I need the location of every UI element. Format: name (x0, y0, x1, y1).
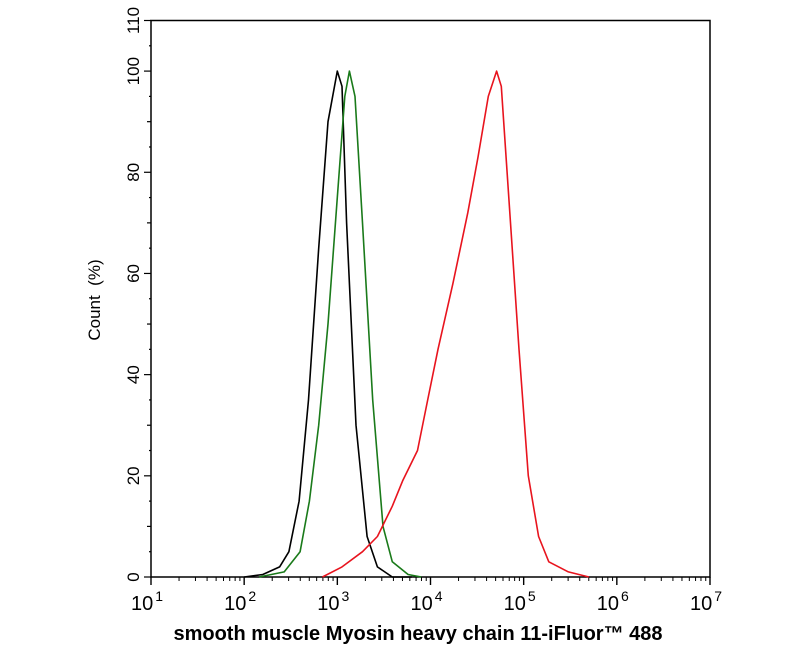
x-tick-label: 10 5 (504, 588, 536, 615)
y-axis-label: Count (%) (85, 259, 104, 340)
y-tick-label: 110 (124, 7, 143, 34)
series-red-curve (322, 70, 590, 578)
y-tick-label: 60 (124, 264, 143, 283)
y-tick-label: 80 (124, 163, 143, 182)
y-tick-label: 40 (124, 365, 143, 384)
x-tick-label: 10 2 (224, 588, 256, 615)
x-tick-label: 10 6 (597, 588, 629, 615)
series-green-curve (258, 70, 422, 578)
y-tick-label: 0 (124, 572, 143, 581)
y-tick-label: 100 (124, 57, 143, 85)
x-tick-label: 10 1 (131, 588, 163, 615)
plot-frame (150, 19, 711, 578)
x-tick-label: 10 7 (690, 588, 722, 615)
series-black-curve (244, 70, 412, 578)
x-tick-label: 10 4 (410, 588, 442, 615)
x-tick-label: 10 3 (317, 588, 349, 615)
y-tick-label: 20 (124, 466, 143, 485)
x-axis-label: smooth muscle Myosin heavy chain 11-iFlu… (173, 623, 662, 645)
